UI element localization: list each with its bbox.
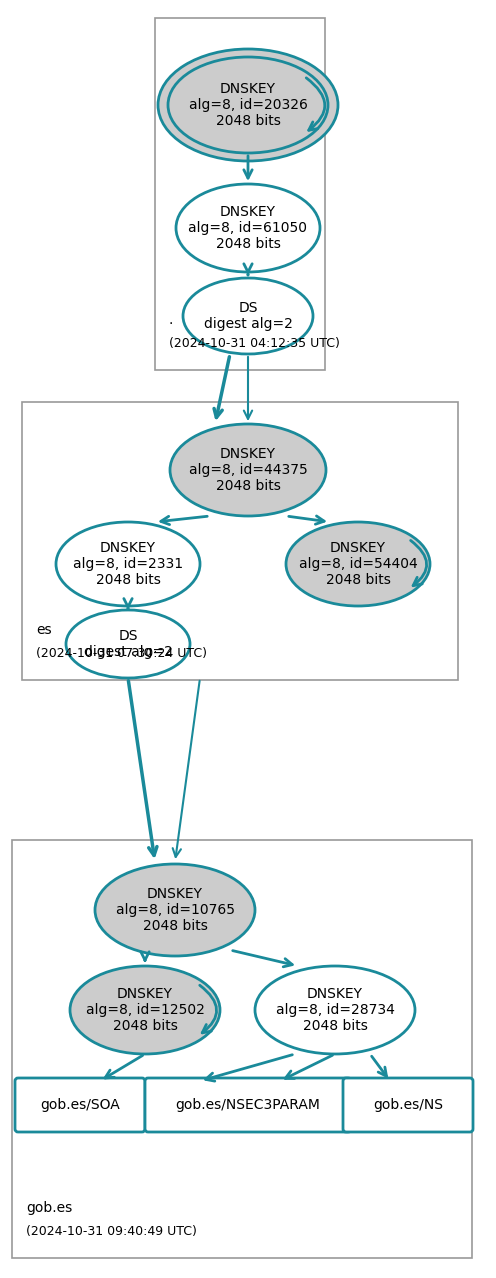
Bar xyxy=(155,18,325,371)
Ellipse shape xyxy=(158,49,338,161)
Text: DNSKEY
alg=8, id=20326
2048 bits: DNSKEY alg=8, id=20326 2048 bits xyxy=(188,82,308,128)
Text: DNSKEY
alg=8, id=2331
2048 bits: DNSKEY alg=8, id=2331 2048 bits xyxy=(73,541,183,587)
FancyBboxPatch shape xyxy=(343,1079,473,1132)
Ellipse shape xyxy=(176,184,320,272)
Text: gob.es/NSEC3PARAM: gob.es/NSEC3PARAM xyxy=(176,1098,320,1112)
FancyArrowPatch shape xyxy=(306,78,325,130)
Text: (2024-10-31 04:12:35 UTC): (2024-10-31 04:12:35 UTC) xyxy=(169,337,340,350)
Ellipse shape xyxy=(255,966,415,1054)
Ellipse shape xyxy=(66,610,190,679)
Text: DNSKEY
alg=8, id=54404
2048 bits: DNSKEY alg=8, id=54404 2048 bits xyxy=(299,541,417,587)
Text: DNSKEY
alg=8, id=12502
2048 bits: DNSKEY alg=8, id=12502 2048 bits xyxy=(86,987,204,1033)
Text: (2024-10-31 09:40:49 UTC): (2024-10-31 09:40:49 UTC) xyxy=(26,1226,197,1238)
Text: gob.es: gob.es xyxy=(26,1201,72,1215)
Ellipse shape xyxy=(56,521,200,606)
Ellipse shape xyxy=(183,279,313,354)
Text: gob.es/NS: gob.es/NS xyxy=(373,1098,443,1112)
Text: DNSKEY
alg=8, id=44375
2048 bits: DNSKEY alg=8, id=44375 2048 bits xyxy=(188,447,308,493)
FancyArrowPatch shape xyxy=(200,985,217,1033)
Text: DS
digest alg=2: DS digest alg=2 xyxy=(83,629,173,659)
Ellipse shape xyxy=(168,58,328,153)
Text: es: es xyxy=(36,622,52,636)
Text: DNSKEY
alg=8, id=10765
2048 bits: DNSKEY alg=8, id=10765 2048 bits xyxy=(116,887,235,933)
Text: .: . xyxy=(169,313,174,327)
FancyArrowPatch shape xyxy=(411,541,427,585)
Text: DS
digest alg=2: DS digest alg=2 xyxy=(203,300,293,331)
FancyBboxPatch shape xyxy=(15,1079,145,1132)
Ellipse shape xyxy=(170,424,326,516)
Text: gob.es/SOA: gob.es/SOA xyxy=(40,1098,120,1112)
FancyBboxPatch shape xyxy=(145,1079,351,1132)
Ellipse shape xyxy=(286,521,430,606)
Bar xyxy=(22,403,458,680)
Text: (2024-10-31 07:30:24 UTC): (2024-10-31 07:30:24 UTC) xyxy=(36,648,207,661)
Text: DNSKEY
alg=8, id=61050
2048 bits: DNSKEY alg=8, id=61050 2048 bits xyxy=(188,204,308,252)
Ellipse shape xyxy=(70,966,220,1054)
Text: DNSKEY
alg=8, id=28734
2048 bits: DNSKEY alg=8, id=28734 2048 bits xyxy=(276,987,394,1033)
Ellipse shape xyxy=(95,864,255,956)
Bar xyxy=(12,840,472,1258)
